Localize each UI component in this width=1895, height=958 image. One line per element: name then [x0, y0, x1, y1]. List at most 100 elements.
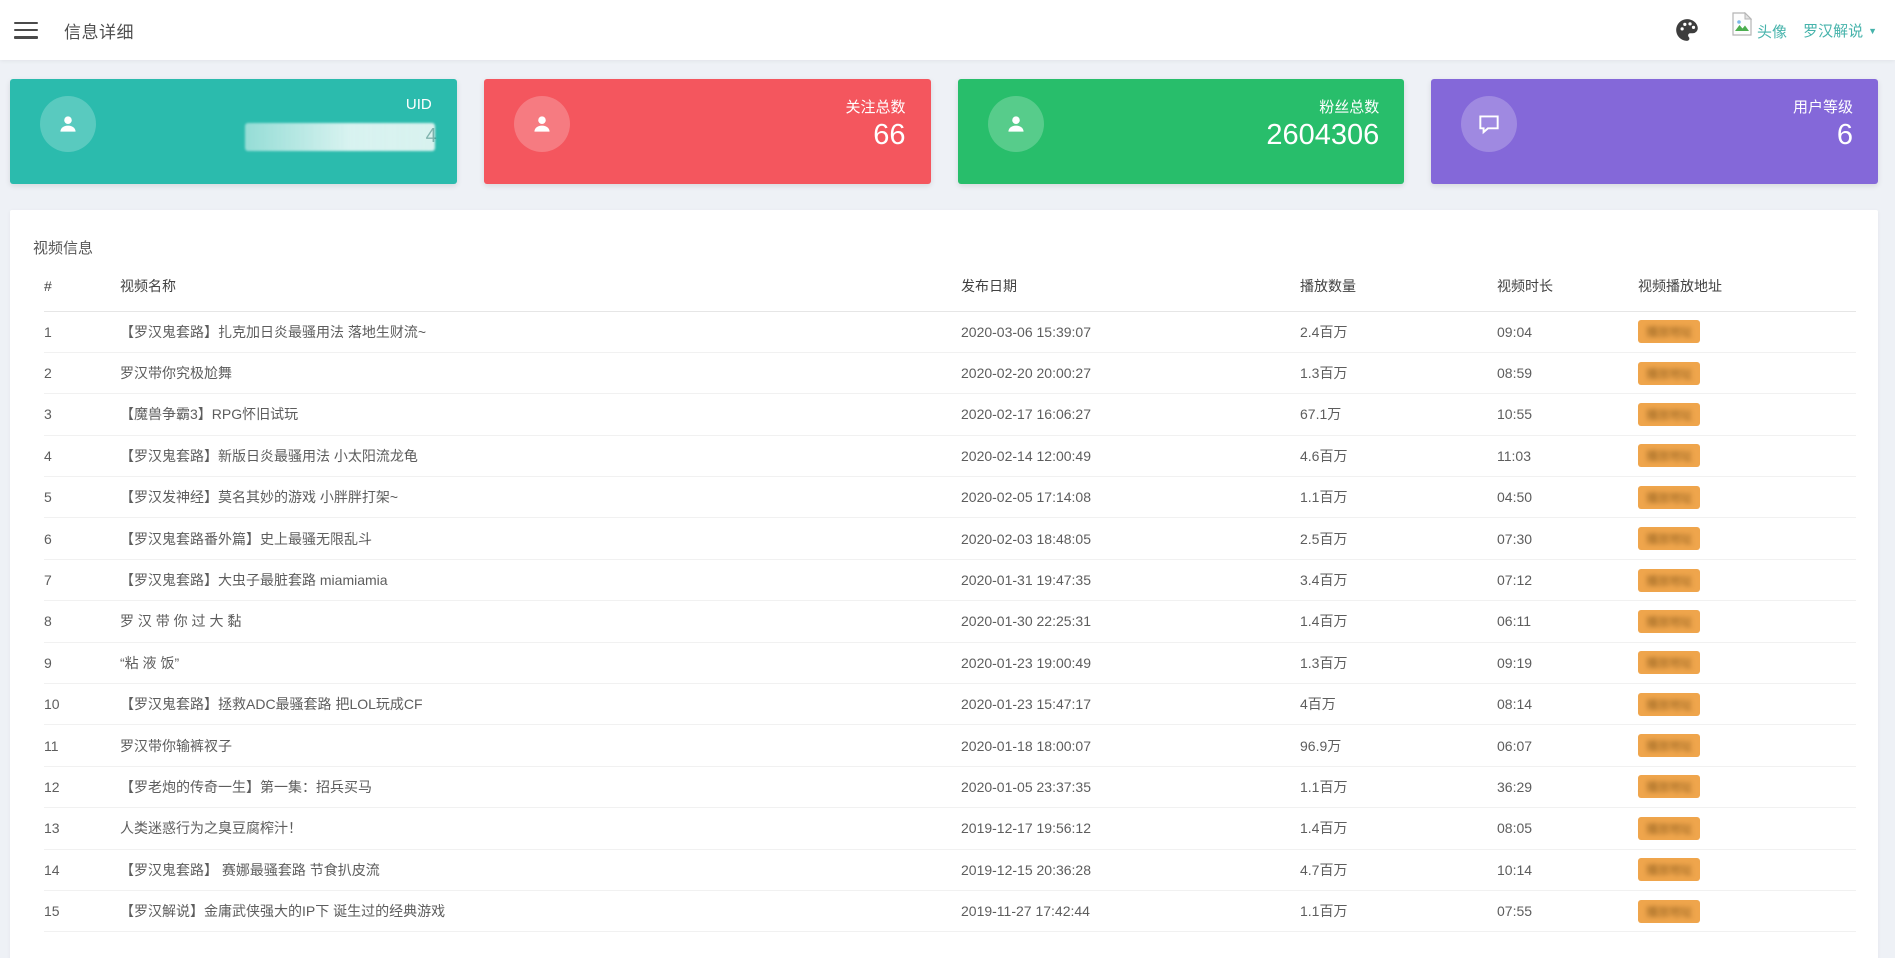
play-count: 1.1百万	[1300, 476, 1497, 519]
table-row: 13 人类迷惑行为之臭豆腐榨汁！ 2019-12-17 19:56:12 1.4百万 0…	[44, 807, 1856, 850]
play-url-button[interactable]: 播放地址	[1638, 609, 1701, 633]
stat-value: 2604306	[1266, 119, 1380, 151]
video-name: 【罗汉鬼套路】大虫子最脏套路 miamiamia	[120, 559, 961, 602]
table-row: 2 罗汉带你究极尬舞 2020-02-20 20:00:27 1.3百万 08:59 播放…	[44, 352, 1856, 395]
video-name: 【罗老炮的传奇一生】第一集：招兵买马	[120, 766, 961, 809]
video-url-cell: 播放地址	[1638, 352, 1856, 395]
panel-title: 视频信息	[33, 240, 94, 257]
col-header-index: #	[44, 262, 120, 312]
play-count: 4.6百万	[1300, 435, 1497, 478]
play-url-button[interactable]: 播放地址	[1638, 858, 1701, 882]
video-duration: 36:29	[1497, 766, 1638, 809]
chevron-down-icon: ▼	[1868, 26, 1877, 36]
video-name: 【罗汉解说】金庸武侠强大的IP下 诞生过的经典游戏	[120, 890, 961, 933]
username-label: 罗汉解说	[1803, 22, 1864, 40]
table-row: 5 【罗汉发神经】莫名其妙的游戏 小胖胖打架~ 2020-02-05 17:14:0…	[44, 476, 1856, 519]
stat-label: 用户等级	[1792, 99, 1853, 116]
row-index: 12	[44, 766, 120, 809]
redacted-button-label: 播放地址	[1646, 739, 1693, 754]
play-count: 3.4百万	[1300, 559, 1497, 602]
play-url-button[interactable]: 播放地址	[1638, 568, 1701, 592]
broken-image-icon	[1732, 12, 1753, 36]
table-row: 4 【罗汉鬼套路】新版日炎最骚用法 小太阳流龙龟 2020-02-14 12:00:…	[44, 435, 1856, 478]
redacted-button-label: 播放地址	[1646, 821, 1693, 836]
table-row: 1 【罗汉鬼套路】扎克加日炎最骚用法 落地生财流~ 2020-03-06 15:39…	[44, 311, 1856, 353]
col-header-date: 发布日期	[961, 262, 1300, 312]
video-url-cell: 播放地址	[1638, 600, 1856, 643]
publish-date: 2019-12-17 19:56:12	[961, 807, 1300, 850]
user-icon	[987, 96, 1044, 152]
table-row: 15 【罗汉解说】金庸武侠强大的IP下 诞生过的经典游戏 2019-11-27 17…	[44, 890, 1856, 933]
play-url-button[interactable]: 播放地址	[1638, 816, 1701, 840]
video-duration: 10:55	[1497, 393, 1638, 436]
play-url-button[interactable]: 播放地址	[1638, 899, 1701, 923]
col-header-name: 视频名称	[120, 262, 961, 312]
user-dropdown[interactable]: 罗汉解说 ▼	[1803, 20, 1877, 41]
table-row: 14 【罗汉鬼套路】 赛娜最骚套路 节食扒皮流 2019-12-15 20:36:2…	[44, 849, 1856, 891]
video-name: 【罗汉鬼套路】 赛娜最骚套路 节食扒皮流	[120, 849, 961, 891]
col-header-url: 视频播放地址	[1638, 262, 1856, 312]
table-row: 11 罗汉带你输裤衩子 2020-01-18 18:00:07 96.9万 06:07 播…	[44, 724, 1856, 767]
play-count: 96.9万	[1300, 724, 1497, 767]
table-row: 3 【魔兽争霸3】RPG怀旧试玩 2020-02-17 16:06:27 67.1万 1…	[44, 393, 1856, 436]
video-name: 【罗汉鬼套路】扎克加日炎最骚用法 落地生财流~	[120, 311, 961, 353]
publish-date: 2020-03-06 15:39:07	[961, 311, 1300, 353]
play-url-button[interactable]: 播放地址	[1638, 485, 1701, 509]
play-url-button[interactable]: 播放地址	[1638, 402, 1701, 426]
stat-card-level: 用户等级 6	[1431, 79, 1878, 184]
play-count: 2.5百万	[1300, 517, 1497, 560]
table-row: 9 “粘 液 饭” 2020-01-23 19:00:49 1.3百万 09:19 播放地…	[44, 642, 1856, 685]
play-count: 1.1百万	[1300, 890, 1497, 933]
redacted-button-label: 播放地址	[1646, 366, 1693, 381]
play-count: 1.3百万	[1300, 642, 1497, 685]
video-duration: 09:19	[1497, 642, 1638, 685]
comment-icon	[1461, 96, 1518, 152]
avatar-broken-image[interactable]: 头像	[1732, 12, 1787, 42]
publish-date: 2020-01-31 19:47:35	[961, 559, 1300, 602]
play-count: 1.4百万	[1300, 807, 1497, 850]
redacted-uid-value	[244, 123, 435, 151]
play-url-button[interactable]: 播放地址	[1638, 320, 1701, 344]
video-info-panel: 视频信息 # 视频名称 发布日期 播放数量 视频时长 视频播放地址 1 【罗汉鬼套…	[10, 210, 1878, 958]
hamburger-menu-icon[interactable]	[14, 21, 38, 39]
video-url-cell: 播放地址	[1638, 559, 1856, 602]
row-index: 2	[44, 352, 120, 395]
col-header-plays: 播放数量	[1300, 262, 1497, 312]
navbar-right: 头像 罗汉解说 ▼	[1674, 12, 1877, 43]
redacted-button-label: 播放地址	[1646, 697, 1693, 712]
video-duration: 10:14	[1497, 849, 1638, 891]
row-index: 1	[44, 311, 120, 353]
publish-date: 2019-11-27 17:42:44	[961, 890, 1300, 933]
palette-icon[interactable]	[1674, 17, 1700, 43]
publish-date: 2020-02-14 12:00:49	[961, 435, 1300, 478]
video-url-cell: 播放地址	[1638, 311, 1856, 353]
row-index: 10	[44, 683, 120, 726]
play-url-button[interactable]: 播放地址	[1638, 527, 1701, 551]
row-index: 3	[44, 393, 120, 436]
video-name: 罗汉带你输裤衩子	[120, 724, 961, 767]
play-url-button[interactable]: 播放地址	[1638, 651, 1701, 675]
video-url-cell: 播放地址	[1638, 642, 1856, 685]
stat-label: UID	[405, 96, 432, 113]
video-name: 人类迷惑行为之臭豆腐榨汁！	[120, 807, 961, 850]
play-url-button[interactable]: 播放地址	[1638, 775, 1701, 799]
play-url-button[interactable]: 播放地址	[1638, 692, 1701, 716]
col-header-duration: 视频时长	[1497, 262, 1638, 312]
play-url-button[interactable]: 播放地址	[1638, 361, 1701, 385]
video-name: 罗汉带你究极尬舞	[120, 352, 961, 395]
video-url-cell: 播放地址	[1638, 807, 1856, 850]
row-index: 4	[44, 435, 120, 478]
video-duration: 07:55	[1497, 890, 1638, 933]
publish-date: 2020-02-17 16:06:27	[961, 393, 1300, 436]
redacted-button-label: 播放地址	[1646, 614, 1693, 629]
video-duration: 07:30	[1497, 517, 1638, 560]
publish-date: 2020-01-23 19:00:49	[961, 642, 1300, 685]
video-name: 【罗汉鬼套路】拯救ADC最骚套路 把LOL玩成CF	[120, 683, 961, 726]
play-url-button[interactable]: 播放地址	[1638, 444, 1701, 468]
table-row: 10 【罗汉鬼套路】拯救ADC最骚套路 把LOL玩成CF 2020-01-23 15…	[44, 683, 1856, 726]
stat-cards-row: UID 4 关注总数 66 粉丝总数 2604306 用户等级 6	[10, 79, 1878, 184]
video-url-cell: 播放地址	[1638, 435, 1856, 478]
play-url-button[interactable]: 播放地址	[1638, 734, 1701, 758]
video-url-cell: 播放地址	[1638, 517, 1856, 560]
user-icon	[40, 96, 96, 152]
